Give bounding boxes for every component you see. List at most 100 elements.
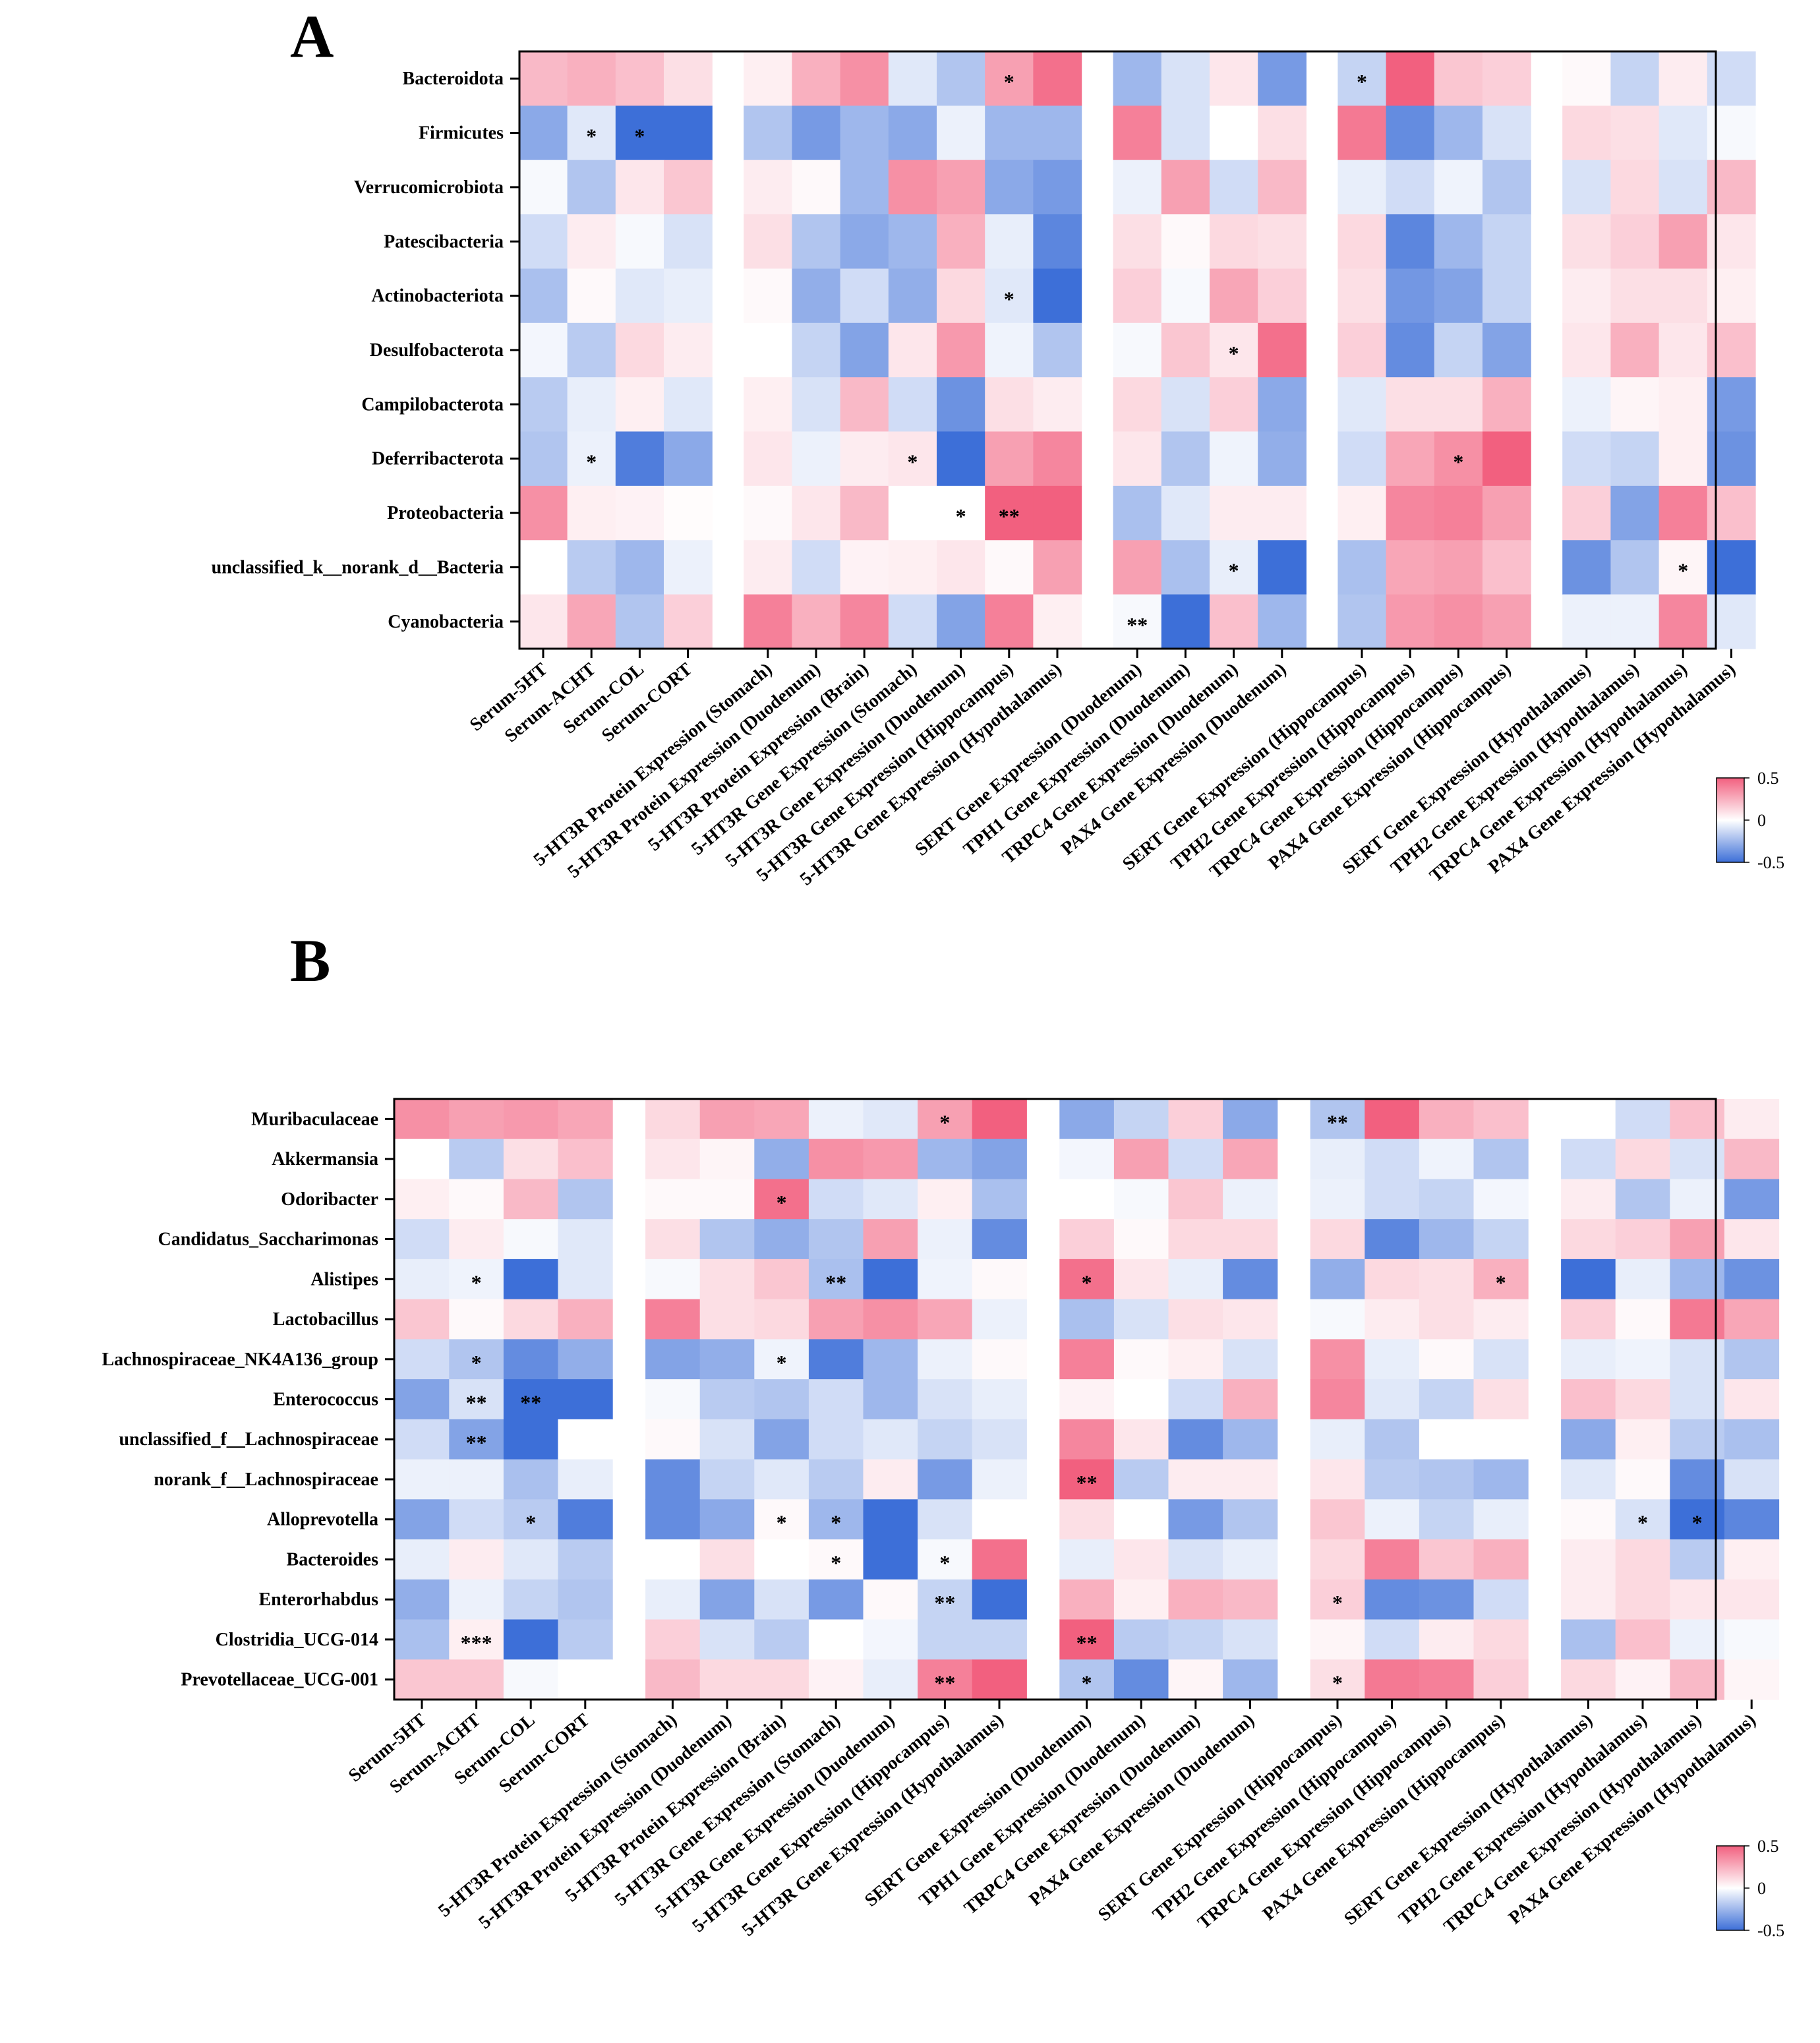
heatmap-cell bbox=[1562, 485, 1611, 541]
heatmap-cell bbox=[615, 594, 664, 649]
heatmap-cell bbox=[1033, 268, 1082, 324]
heatmap-cell bbox=[1615, 1459, 1670, 1500]
heatmap-cell bbox=[1434, 594, 1483, 649]
heatmap-cell bbox=[449, 1139, 504, 1179]
heatmap-cell bbox=[918, 1339, 973, 1380]
heatmap-cell bbox=[792, 51, 841, 106]
panels: A Bacteroidota Firmicutes Verrucomicrobiota… bbox=[102, 3, 1785, 1941]
heatmap-cell bbox=[1615, 1139, 1670, 1179]
heatmap-cell bbox=[699, 1619, 755, 1660]
significance-star: * bbox=[1692, 1511, 1703, 1535]
heatmap-cell bbox=[1707, 485, 1756, 541]
heatmap-cell bbox=[699, 1299, 755, 1340]
heatmap-cell bbox=[1113, 105, 1162, 161]
heatmap-cell bbox=[503, 1419, 559, 1460]
heatmap-cell bbox=[792, 594, 841, 649]
heatmap-cell bbox=[503, 1539, 559, 1580]
heatmap-cell bbox=[394, 1499, 450, 1540]
row-label: Cyanobacteria bbox=[388, 612, 504, 632]
heatmap-cell bbox=[1223, 1139, 1278, 1179]
heatmap-cell bbox=[1615, 1179, 1670, 1220]
heatmap-cell bbox=[1113, 268, 1162, 324]
significance-star: * bbox=[1229, 558, 1239, 582]
heatmap-cell bbox=[1033, 540, 1082, 595]
heatmap-cell bbox=[840, 540, 889, 595]
row-label: Patescibacteria bbox=[384, 231, 504, 252]
significance-star: * bbox=[1678, 558, 1688, 582]
heatmap-cell bbox=[1161, 214, 1210, 270]
significance-star: * bbox=[1082, 1270, 1092, 1294]
heatmap-cell bbox=[1434, 322, 1483, 378]
significance-star: * bbox=[956, 504, 966, 528]
heatmap-cell bbox=[888, 160, 937, 215]
significance-star: * bbox=[831, 1551, 841, 1574]
heatmap-cell bbox=[1659, 594, 1708, 649]
heatmap-cell bbox=[1113, 540, 1162, 595]
significance-star: * bbox=[471, 1270, 482, 1294]
heatmap-cell bbox=[985, 160, 1034, 215]
heatmap-cell bbox=[1310, 1419, 1365, 1460]
heatmap-cell bbox=[1561, 1219, 1616, 1260]
heatmap-cell bbox=[840, 594, 889, 649]
heatmap-cell bbox=[1615, 1579, 1670, 1620]
heatmap-cell bbox=[918, 1179, 973, 1220]
heatmap-cell bbox=[1473, 1099, 1529, 1140]
heatmap-cell bbox=[1210, 51, 1258, 106]
heatmap-cell bbox=[1724, 1179, 1780, 1220]
heatmap-cell bbox=[519, 594, 568, 649]
heatmap-cell bbox=[1419, 1339, 1475, 1380]
heatmap-cell bbox=[1724, 1139, 1780, 1179]
legend-tick-label: 0.5 bbox=[1757, 1837, 1779, 1856]
heatmap-cell bbox=[1724, 1539, 1780, 1580]
heatmap-cell bbox=[1033, 485, 1082, 541]
heatmap-cell bbox=[1168, 1099, 1223, 1140]
heatmap-cell bbox=[888, 540, 937, 595]
heatmap-cell bbox=[519, 485, 568, 541]
heatmap-cell bbox=[888, 51, 937, 106]
heatmap-cell bbox=[699, 1099, 755, 1140]
heatmap-cell bbox=[645, 1459, 701, 1500]
legend-tick-label: -0.5 bbox=[1757, 1921, 1784, 1940]
heatmap-cell bbox=[1659, 51, 1708, 106]
heatmap-cell bbox=[1210, 540, 1258, 595]
heatmap-cell bbox=[1419, 1299, 1475, 1340]
heatmap-cell bbox=[744, 268, 792, 324]
heatmap-cell bbox=[394, 1419, 450, 1460]
heatmap-cell bbox=[699, 1579, 755, 1620]
row-label: Akkermansia bbox=[272, 1149, 378, 1170]
heatmap-cell bbox=[394, 1179, 450, 1220]
heatmap-cell bbox=[1473, 1659, 1529, 1700]
heatmap-cell bbox=[754, 1659, 809, 1700]
significance-star: * bbox=[586, 450, 597, 474]
heatmap-cell bbox=[972, 1258, 1027, 1300]
heatmap-cell bbox=[1210, 105, 1258, 161]
heatmap-cell bbox=[664, 322, 713, 378]
heatmap-cell bbox=[1059, 1539, 1115, 1580]
heatmap-cell bbox=[1113, 1619, 1169, 1660]
heatmap-cell bbox=[754, 1419, 809, 1460]
heatmap-cell bbox=[808, 1219, 864, 1260]
heatmap-cell bbox=[863, 1619, 918, 1660]
heatmap-cell bbox=[1365, 1219, 1420, 1260]
heatmap-cell bbox=[1724, 1379, 1780, 1420]
heatmap-cell bbox=[1434, 485, 1483, 541]
heatmap-cell bbox=[1561, 1139, 1616, 1179]
heatmap-cell bbox=[1168, 1579, 1223, 1620]
heatmap-cell bbox=[1562, 160, 1611, 215]
heatmap-cell bbox=[1386, 105, 1435, 161]
heatmap-cell bbox=[1258, 160, 1306, 215]
heatmap-cell bbox=[449, 1539, 504, 1580]
heatmap-cell bbox=[1562, 322, 1611, 378]
heatmap-cell bbox=[1168, 1258, 1223, 1300]
heatmap-cell bbox=[1365, 1579, 1420, 1620]
heatmap-cell bbox=[1033, 594, 1082, 649]
row-label: Lactobacillus bbox=[273, 1309, 378, 1330]
heatmap-cell bbox=[937, 160, 985, 215]
heatmap-cell bbox=[1724, 1339, 1780, 1380]
heatmap-cell bbox=[1258, 105, 1306, 161]
heatmap-cell bbox=[1161, 268, 1210, 324]
heatmap-cell bbox=[1210, 594, 1258, 649]
heatmap-cell bbox=[918, 1619, 973, 1660]
heatmap-cell bbox=[985, 485, 1034, 541]
heatmap-cell bbox=[1113, 594, 1162, 649]
